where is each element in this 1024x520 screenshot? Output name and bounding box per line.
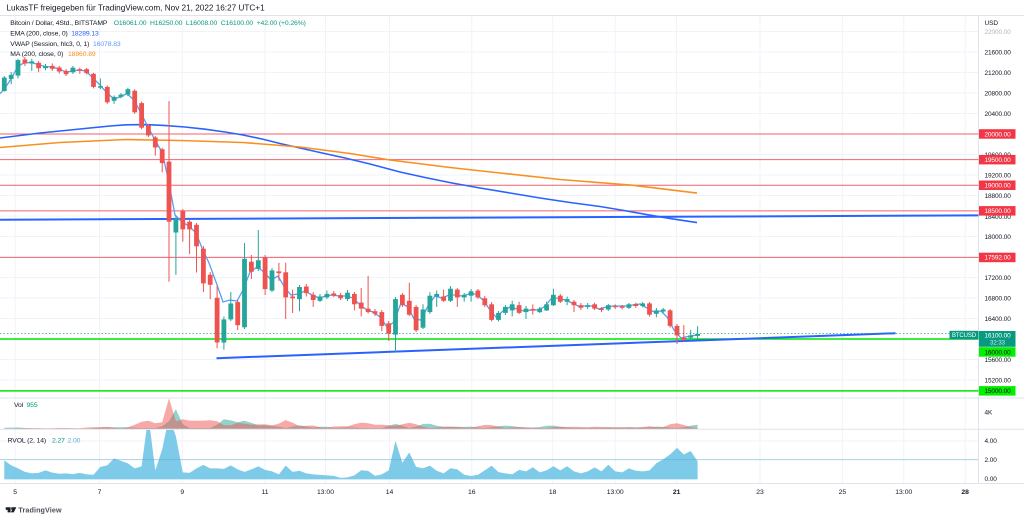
svg-text:21600.00: 21600.00 (985, 49, 1012, 56)
svg-text:2.00: 2.00 (985, 457, 998, 464)
svg-text:32:33: 32:33 (990, 341, 1006, 347)
svg-text:955: 955 (27, 402, 38, 409)
svg-text:15600.00: 15600.00 (985, 357, 1012, 364)
svg-text:TradingView: TradingView (18, 506, 62, 515)
svg-text:20000.00: 20000.00 (984, 131, 1011, 138)
svg-text:17200.00: 17200.00 (985, 275, 1012, 282)
svg-text:18860.89: 18860.89 (68, 51, 96, 58)
svg-text:19000.00: 19000.00 (984, 183, 1011, 190)
svg-text:15000.00: 15000.00 (984, 388, 1011, 395)
svg-text:0.00: 0.00 (985, 476, 998, 483)
svg-text:16400.00: 16400.00 (985, 316, 1012, 323)
svg-text:13:00: 13:00 (895, 489, 912, 496)
svg-text:O16061.00 H16250.00 L16008.0: O16061.00 H16250.00 L16008.00 C16100.00 … (114, 20, 306, 27)
svg-text:MA (200, close, 0): MA (200, close, 0) (10, 51, 63, 58)
svg-text:28: 28 (961, 489, 969, 496)
svg-text:9: 9 (180, 489, 184, 496)
svg-text:19200.00: 19200.00 (985, 172, 1012, 179)
svg-text:21: 21 (673, 489, 681, 496)
svg-text:BTCUSD: BTCUSD (952, 333, 977, 339)
svg-text:VWAP (Session, hlc3, 0, 1): VWAP (Session, hlc3, 0, 1) (10, 41, 89, 48)
svg-text:18400.00: 18400.00 (985, 214, 1012, 221)
svg-text:16000.00: 16000.00 (984, 349, 1011, 356)
svg-text:16800.00: 16800.00 (985, 295, 1012, 302)
svg-text:Bitcoin / Dollar, 4Std., BITST: Bitcoin / Dollar, 4Std., BITSTAMP (10, 20, 108, 27)
svg-text:2.27: 2.27 (52, 438, 65, 445)
svg-text:20400.00: 20400.00 (985, 111, 1012, 118)
svg-text:4K: 4K (985, 409, 994, 416)
svg-text:18500.00: 18500.00 (984, 208, 1011, 215)
svg-text:21200.00: 21200.00 (985, 70, 1012, 77)
svg-text:22000.00: 22000.00 (985, 29, 1012, 36)
svg-text:14: 14 (386, 489, 394, 496)
svg-text:EMA (200, close, 0): EMA (200, close, 0) (10, 31, 67, 38)
svg-text:25: 25 (839, 489, 847, 496)
svg-text:19500.00: 19500.00 (984, 157, 1011, 164)
svg-text:7: 7 (98, 489, 102, 496)
svg-text:RVOL (2, 14): RVOL (2, 14) (8, 438, 46, 445)
svg-text:13:00: 13:00 (317, 489, 334, 496)
svg-text:4.00: 4.00 (985, 438, 998, 445)
svg-text:17592.00: 17592.00 (984, 255, 1011, 262)
svg-text:2.00: 2.00 (68, 438, 81, 445)
svg-text:15200.00: 15200.00 (985, 377, 1012, 384)
svg-text:20800.00: 20800.00 (985, 90, 1012, 97)
svg-text:5: 5 (13, 489, 17, 496)
svg-text:18: 18 (549, 489, 557, 496)
svg-text:13:00: 13:00 (607, 489, 624, 496)
svg-text:16078.83: 16078.83 (93, 41, 121, 48)
svg-text:18289.13: 18289.13 (71, 31, 99, 38)
svg-text:LukasTF freigegeben für Tradin: LukasTF freigegeben für TradingView.com,… (7, 3, 266, 12)
svg-text:11: 11 (261, 489, 268, 496)
svg-text:18800.00: 18800.00 (985, 193, 1012, 200)
svg-text:USD: USD (985, 20, 999, 27)
svg-text:16: 16 (468, 489, 476, 496)
svg-text:16100.00: 16100.00 (984, 333, 1011, 340)
svg-text:18000.00: 18000.00 (985, 234, 1012, 241)
svg-text:Vol: Vol (14, 402, 24, 409)
svg-text:23: 23 (756, 489, 764, 496)
